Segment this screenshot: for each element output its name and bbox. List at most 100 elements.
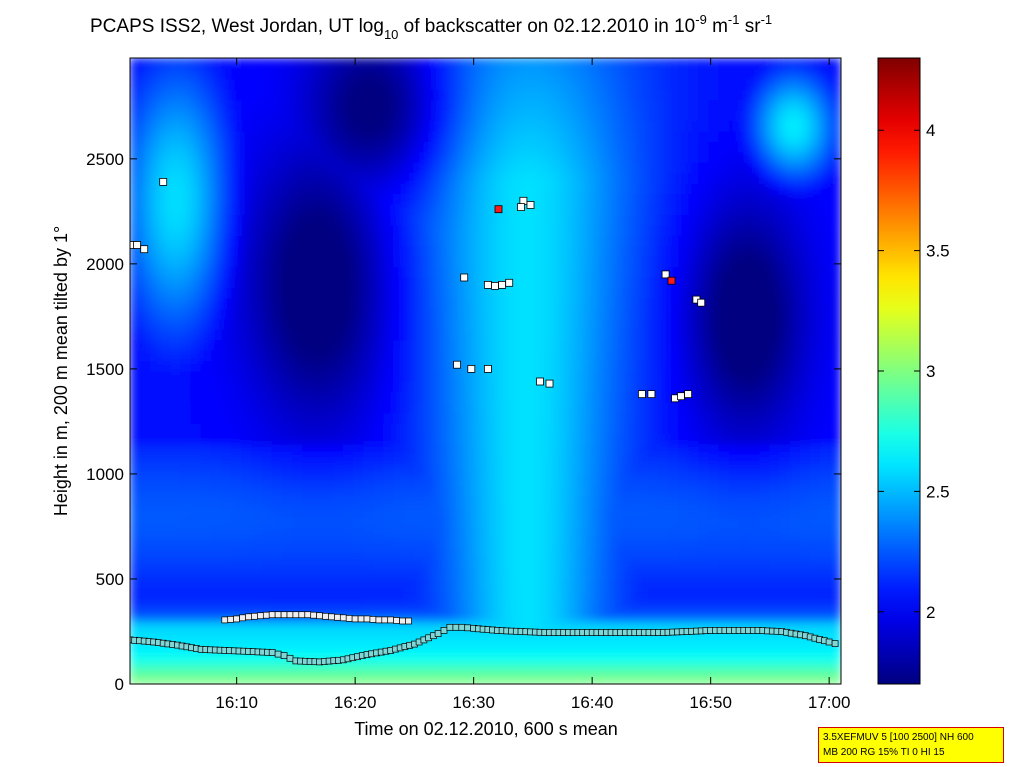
heat-cell: [200, 287, 212, 299]
heat-cell: [515, 558, 527, 570]
heat-cell: [617, 349, 629, 361]
heat-cell: [505, 673, 517, 684]
heat-cell: [312, 234, 324, 247]
heat-cell: [220, 130, 233, 142]
heat-cell: [505, 349, 517, 361]
heat-cell: [545, 297, 558, 309]
heat-cell: [830, 360, 841, 372]
heat-cell: [718, 141, 730, 153]
heat-cell: [292, 339, 304, 351]
heat-cell: [474, 120, 486, 132]
heat-cell: [383, 600, 395, 612]
heat-cell: [566, 600, 578, 612]
heat-cell: [718, 422, 730, 435]
x-axis-label: Time on 02.12.2010, 600 s mean: [354, 719, 618, 739]
heat-cell: [393, 537, 405, 549]
heat-cell: [322, 109, 334, 122]
heat-cell: [515, 474, 527, 487]
heat-cell: [566, 266, 578, 278]
heat-cell: [789, 224, 801, 236]
heat-cell: [535, 568, 547, 581]
heat-cell: [342, 266, 354, 278]
heat-cell: [485, 391, 497, 403]
heat-cell: [698, 641, 710, 654]
heat-cell: [241, 307, 253, 320]
heat-cell: [810, 673, 822, 684]
heat-cell: [556, 266, 568, 278]
heat-cell: [302, 141, 314, 153]
heat-cell: [637, 454, 649, 466]
heat-cell: [281, 328, 294, 341]
heat-cell: [454, 610, 466, 622]
heat-cell: [281, 516, 294, 528]
heat-cell: [271, 506, 283, 518]
heat-cell: [830, 558, 841, 570]
heat-cell: [231, 88, 243, 101]
heat-cell: [586, 266, 598, 278]
heat-cell: [444, 589, 456, 601]
heat-cell: [353, 516, 365, 528]
heat-cell: [130, 287, 141, 299]
heat-cell: [302, 474, 314, 487]
heat-cell: [403, 255, 415, 268]
heat-cell: [170, 589, 182, 601]
heat-cell: [210, 78, 222, 90]
heat-cell: [139, 58, 151, 69]
heat-cell: [830, 589, 841, 601]
heat-cell: [383, 99, 395, 111]
heat-cell: [678, 610, 690, 622]
heat-cell: [769, 130, 781, 142]
heat-cell: [576, 58, 588, 69]
heat-cell: [363, 579, 375, 591]
heat-cell: [200, 172, 212, 184]
heat-cell: [576, 99, 588, 111]
heat-cell: [698, 662, 710, 674]
heat-cell: [820, 141, 832, 153]
heat-cell: [728, 527, 740, 539]
heat-cell: [789, 579, 801, 591]
heat-cell: [495, 610, 507, 622]
heat-cell: [434, 527, 446, 539]
heat-cell: [231, 245, 243, 257]
heat-cell: [586, 662, 598, 674]
heat-cell: [413, 610, 426, 622]
heat-cell: [271, 527, 283, 539]
heat-cell: [160, 527, 172, 539]
heat-cell: [322, 182, 334, 195]
heat-cell: [830, 276, 841, 288]
title-mid1: of backscatter on 02.12.2010 in 10: [398, 16, 695, 37]
heat-cell: [627, 67, 639, 80]
heat-cell: [830, 537, 841, 549]
heat-cell: [799, 67, 812, 80]
heat-cell: [515, 589, 527, 601]
heat-cell: [596, 631, 608, 643]
heat-cell: [799, 339, 812, 351]
heat-cell: [810, 214, 822, 226]
heat-cell: [149, 307, 161, 320]
heat-cell: [789, 485, 801, 497]
heat-cell: [556, 673, 568, 684]
heat-cell: [454, 454, 466, 466]
heat-cell: [403, 214, 415, 226]
heat-cell: [728, 203, 740, 215]
heat-cell: [434, 151, 446, 163]
heat-cell: [789, 339, 801, 351]
heat-cell: [393, 172, 405, 184]
heat-cell: [637, 579, 649, 591]
heat-cell: [810, 78, 822, 90]
heat-cell: [596, 579, 608, 591]
heat-cell: [535, 130, 547, 142]
heat-cell: [688, 193, 700, 205]
heat-cell: [332, 318, 344, 330]
heat-cell: [190, 88, 202, 101]
heat-cell: [708, 495, 720, 508]
heat-cell: [678, 620, 690, 633]
heat-cell: [424, 506, 436, 518]
heat-cell: [627, 558, 639, 570]
heat-cell: [424, 141, 436, 153]
heat-cell: [830, 516, 841, 528]
heat-cell: [454, 245, 466, 257]
heat-cell: [464, 370, 476, 382]
heat-cell: [312, 58, 324, 69]
heat-cell: [332, 401, 344, 414]
